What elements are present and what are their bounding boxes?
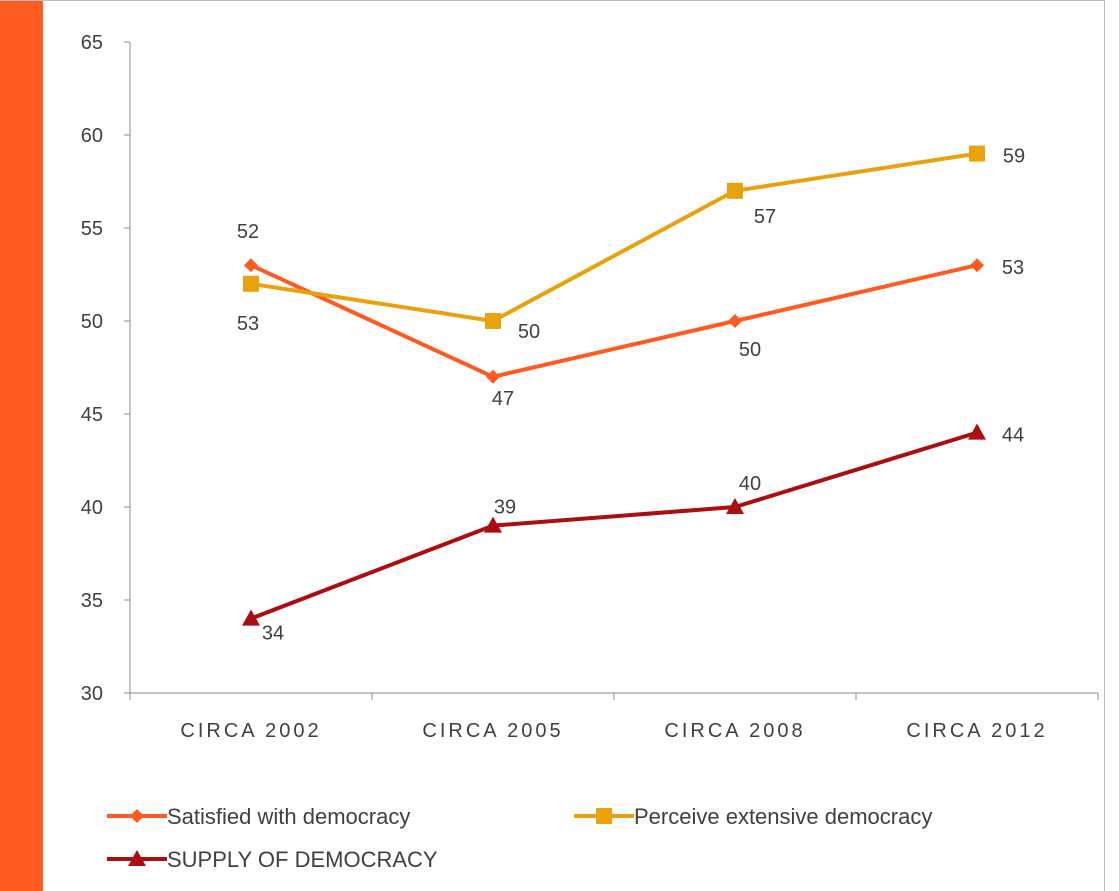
data-label-perceive: 50 [518,321,540,343]
chart-legend: Satisfied with democracy Perceive extensi… [107,804,932,872]
x-axis-tick-labels: CIRCA 2002 CIRCA 2005 CIRCA 2008 CIRCA 2012 [180,720,1047,742]
point-marker-supply [484,516,502,533]
legend-marker-satisfied [130,809,144,823]
y-tick-label: 60 [81,125,103,147]
point-marker-supply [968,423,986,440]
data-label-satisfied: 53 [1002,257,1024,279]
y-tick-label: 45 [81,404,103,426]
data-label-perceive: 57 [754,206,776,228]
series-lines [250,151,978,621]
legend-marker-perceive [596,808,612,824]
point-marker-perceive [485,313,501,329]
y-axis-tick-labels: 30 35 40 45 50 55 60 65 [81,32,103,705]
data-label-supply: 44 [1002,425,1024,447]
accent-bar [0,0,43,891]
legend-label-satisfied: Satisfied with democracy [167,804,410,829]
legend-label-supply: SUPPLY OF DEMOCRACY [167,847,438,872]
legend-marker-supply [128,850,146,866]
frame-border-right [1104,0,1105,891]
data-label-satisfied: 52 [237,221,259,243]
point-marker-satisfied [486,369,500,384]
chart-axes [124,41,1099,700]
point-marker-supply [726,498,744,514]
series-markers [242,145,986,626]
data-label-supply: 40 [739,473,761,495]
y-tick-label: 40 [81,497,103,519]
data-label-supply: 34 [262,623,284,645]
data-label-satisfied: 47 [492,388,514,410]
y-tick-label: 65 [81,32,103,54]
legend-label-perceive: Perceive extensive democracy [634,804,932,829]
data-label-perceive: 53 [237,313,259,335]
data-label-supply: 39 [494,497,516,519]
series-line-supply [250,430,978,621]
point-marker-satisfied [728,314,742,328]
data-labels: 52 47 50 53 53 50 57 59 34 39 40 44 [237,146,1025,645]
series-line-satisfied [250,263,978,379]
data-label-perceive: 59 [1003,146,1025,168]
x-tick-label: CIRCA 2002 [180,720,321,742]
point-marker-satisfied [244,258,258,273]
y-tick-label: 30 [81,683,103,705]
series-line-perceive [250,151,978,323]
point-marker-perceive [969,145,985,162]
data-label-satisfied: 50 [739,339,761,361]
y-tick-label: 50 [81,311,103,333]
y-tick-label: 35 [81,590,103,612]
point-marker-satisfied [970,258,984,273]
x-tick-label: CIRCA 2005 [422,720,563,742]
frame-border-top [0,0,1105,1]
x-tick-label: CIRCA 2012 [906,720,1047,742]
point-marker-perceive [243,275,259,292]
y-tick-label: 55 [81,218,103,240]
point-marker-perceive [727,182,743,199]
point-marker-supply [242,609,260,626]
x-tick-label: CIRCA 2008 [664,720,805,742]
